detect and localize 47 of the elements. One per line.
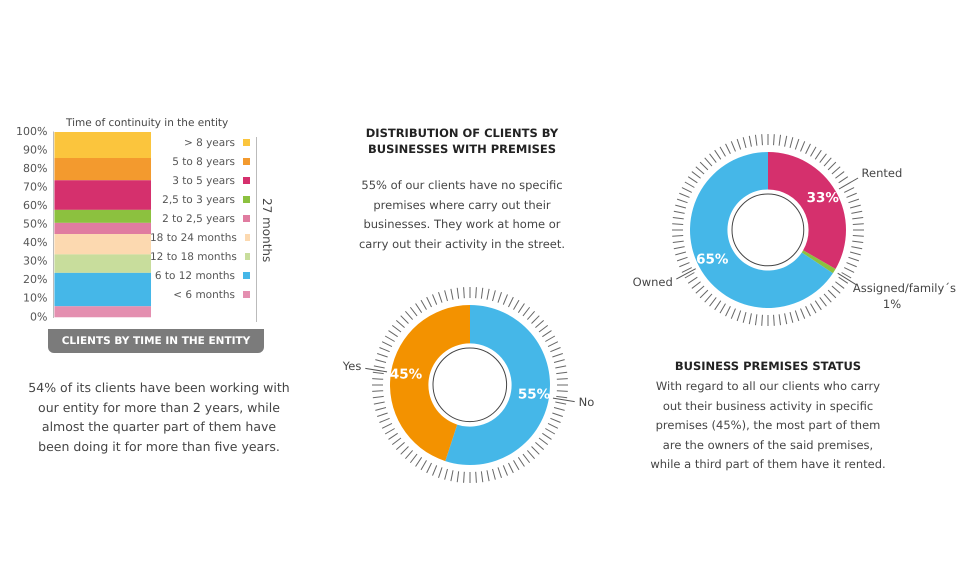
y-tick-label: 80% [22, 162, 48, 175]
bar [54, 272, 152, 306]
y-tick-label: 10% [22, 292, 48, 305]
text: BUSINESS PREMISES STATUS [674, 358, 862, 374]
data-label: 1% [882, 297, 902, 312]
y-tick-label: 20% [22, 273, 48, 286]
bar [54, 254, 152, 273]
legend-label: 2,5 to 3 years [162, 194, 235, 206]
chart-subtitle: 55% of our clients have no specific premises where carry out their businesses. They work at home or carry out their activity in the street. [358, 177, 566, 252]
chart-subtitle: Time of continuity in the entity [66, 117, 228, 129]
legend-label: 12 to 18 months [150, 250, 237, 262]
y-tick-label: 90% [22, 143, 48, 156]
data-label: 45% [390, 366, 423, 382]
legend-label: 5 to 8 years [172, 156, 235, 168]
legend-label: 2 to 2,5 years [162, 212, 235, 224]
slice-label: No [578, 394, 594, 409]
legend-label: > 8 years [184, 136, 235, 148]
text: 27 months [260, 198, 274, 262]
bar [54, 210, 152, 223]
y-tick-label: 30% [22, 254, 48, 268]
slice-label: Owned [632, 274, 673, 289]
text: 54% of its clients have been working with our entity for more than 2 years, while almost the quarter part of them have been doing it for more than five years. [28, 379, 290, 456]
y-tick-label: 60% [22, 199, 48, 212]
chart-title: DISTRIBUTION OF CLIENTS BY BUSINESSES WITH PREMISES [364, 125, 560, 157]
bar [54, 222, 152, 234]
text: CLIENTS BY TIME IN THE ENTITY [48, 329, 264, 353]
legend-label: 3 to 5 years [172, 174, 235, 186]
data-label: 55% [518, 386, 551, 403]
bar [54, 132, 152, 158]
slice-label: Yes [342, 359, 362, 374]
data-label: 33% [806, 190, 840, 206]
y-tick-label: 0% [30, 310, 48, 324]
data-label: 65% [696, 251, 729, 268]
y-tick-label: 100% [16, 124, 48, 138]
y-tick-label: 40% [22, 236, 48, 250]
legend-label: 18 to 24 months [150, 232, 237, 244]
slice-label: Rented [862, 166, 902, 180]
bar [54, 158, 152, 180]
y-tick-label: 70% [22, 180, 48, 194]
legend-label: 6 to 12 months [154, 270, 235, 282]
y-tick-label: 50% [22, 218, 48, 231]
bar [54, 234, 152, 254]
bar [54, 306, 152, 318]
legend-label: < 6 months [173, 288, 235, 300]
bar [54, 180, 152, 210]
slice-label: Assigned/family´s [852, 281, 956, 296]
text: With regard to all our clients who carry out their business activity in specific premises (45%), the most part of them are the owners of the said premises, while a third part of them have it rented. [649, 378, 887, 473]
